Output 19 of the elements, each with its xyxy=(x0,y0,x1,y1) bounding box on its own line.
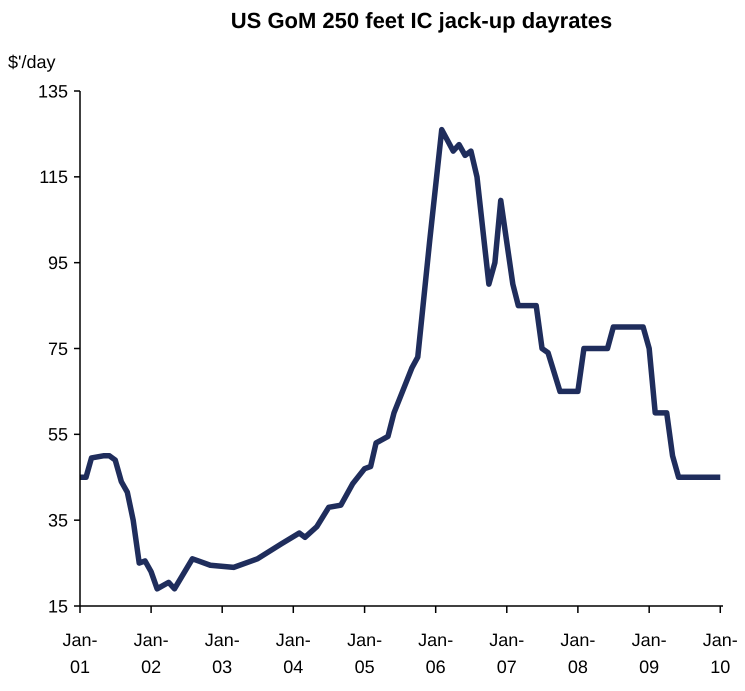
x-tick-label: Jan-02 xyxy=(134,630,169,677)
y-tick-label: 55 xyxy=(48,424,68,445)
y-tick-label: 115 xyxy=(39,167,68,188)
x-tick-label: Jan-09 xyxy=(632,630,667,677)
chart-title: US GoM 250 feet IC jack-up dayrates xyxy=(230,8,612,33)
x-tick-label: Jan-07 xyxy=(489,630,524,677)
x-tick-label: Jan-04 xyxy=(276,630,311,677)
x-tick-label: Jan-06 xyxy=(418,630,454,677)
x-tick-label: Jan-05 xyxy=(347,630,382,677)
x-tick-label: Jan-08 xyxy=(560,630,596,677)
y-tick-label: 35 xyxy=(48,510,68,530)
y-tick-label: 75 xyxy=(48,338,68,359)
y-tick-label: 95 xyxy=(48,252,68,273)
y-axis-title: $'/day xyxy=(8,52,56,72)
y-tick-label: 15 xyxy=(48,596,68,616)
x-tick-label: Jan-01 xyxy=(62,630,98,677)
x-tick-label: Jan-10 xyxy=(702,630,738,677)
x-tick-label: Jan-03 xyxy=(204,630,240,677)
y-tick-label: 135 xyxy=(38,81,68,102)
